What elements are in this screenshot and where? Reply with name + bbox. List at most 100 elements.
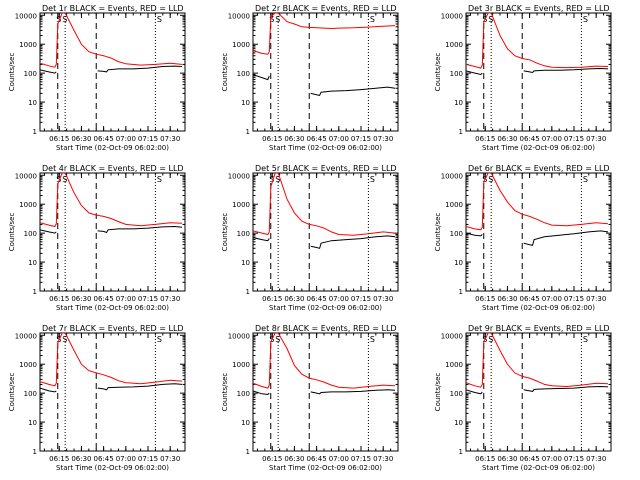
plot-frame — [39, 172, 186, 292]
series-line-lld — [466, 333, 609, 388]
plot-frame — [252, 12, 399, 132]
y-tick-label: 1000 — [232, 361, 250, 369]
annotation-label: S — [275, 335, 280, 344]
x-tick-label: 06:45 — [94, 455, 114, 463]
series-line-lld — [253, 333, 396, 389]
panel-title: Det 5r BLACK = Events, RED = LLD — [255, 164, 397, 173]
y-tick-label: 10000 — [441, 172, 463, 180]
y-axis-label: Counts/sec — [221, 213, 229, 252]
x-tick-label: 06:30 — [497, 455, 517, 463]
y-axis-label: Counts/sec — [434, 373, 442, 412]
y-tick-label: 1000 — [19, 361, 37, 369]
y-tick-label: 100 — [450, 390, 463, 398]
plot-frame — [252, 332, 399, 452]
plot-frame — [465, 332, 612, 452]
y-axis-label: Counts/sec — [434, 53, 442, 92]
detector-panel-9: Det 9r BLACK = Events, RED = LLD 1 10 100 10… — [434, 324, 612, 472]
y-tick-label: 10000 — [441, 332, 463, 340]
x-tick-label: 07:15 — [564, 135, 584, 143]
x-tick-label: 07:15 — [351, 295, 371, 303]
annotation-label: S — [583, 335, 588, 344]
x-tick-label: 06:45 — [94, 135, 114, 143]
x-tick-label: 06:15 — [262, 455, 282, 463]
x-tick-label: 06:30 — [284, 295, 304, 303]
annotation-label: S — [62, 335, 67, 344]
detector-panel-8: Det 8r BLACK = Events, RED = LLD 1 10 100 10… — [221, 324, 399, 472]
y-tick-label: 100 — [24, 70, 37, 78]
detector-panel-2: Det 2r BLACK = Events, RED = LLD 1 10 100 10… — [221, 4, 399, 152]
y-tick-label: 1000 — [232, 41, 250, 49]
plot-frame — [465, 172, 612, 292]
x-tick-label: 06:30 — [497, 295, 517, 303]
x-tick-label: 07:30 — [160, 455, 180, 463]
plot-frame — [252, 172, 399, 292]
detector-panel-3: Det 3r BLACK = Events, RED = LLD 1 10 100 10… — [434, 4, 612, 152]
y-tick-label: 100 — [237, 390, 250, 398]
panel-title: Det 1r BLACK = Events, RED = LLD — [42, 4, 184, 13]
x-tick-label: 07:00 — [116, 135, 136, 143]
annotation-label: S — [370, 15, 375, 24]
annotation-label: S — [269, 175, 274, 184]
x-tick-label: 07:00 — [116, 455, 136, 463]
y-tick-label: 10000 — [15, 332, 37, 340]
x-tick-label: 07:30 — [586, 295, 606, 303]
x-axis-label: Start Time (02-Oct-09 06:02:00) — [269, 464, 382, 472]
plot-frame — [39, 332, 186, 452]
series-line-events — [253, 74, 396, 96]
annotation-label: S — [56, 175, 61, 184]
y-axis-label: Counts/sec — [8, 373, 16, 412]
plot-frame — [39, 12, 186, 132]
x-axis-label: Start Time (02-Oct-09 06:02:00) — [482, 304, 595, 312]
x-tick-label: 06:30 — [284, 455, 304, 463]
x-tick-label: 07:30 — [373, 135, 393, 143]
x-tick-label: 07:00 — [116, 295, 136, 303]
y-tick-label: 10 — [28, 99, 37, 107]
y-tick-label: 10 — [454, 419, 463, 427]
x-tick-label: 06:15 — [49, 455, 69, 463]
annotation-label: S — [583, 175, 588, 184]
x-axis-label: Start Time (02-Oct-09 06:02:00) — [482, 464, 595, 472]
x-tick-label: 07:30 — [160, 135, 180, 143]
series-line-lld — [253, 173, 396, 236]
x-tick-label: 07:15 — [138, 455, 158, 463]
x-tick-label: 06:15 — [49, 135, 69, 143]
panel-title: Det 2r BLACK = Events, RED = LLD — [255, 4, 397, 13]
y-tick-label: 1 — [33, 448, 37, 456]
annotation-label: S — [583, 15, 588, 24]
y-axis-label: Counts/sec — [221, 373, 229, 412]
x-tick-label: 07:00 — [329, 455, 349, 463]
x-tick-label: 07:15 — [564, 295, 584, 303]
series-line-lld — [40, 333, 183, 387]
panel-title: Det 4r BLACK = Events, RED = LLD — [42, 164, 184, 173]
x-tick-label: 06:45 — [520, 295, 540, 303]
x-tick-label: 06:30 — [284, 135, 304, 143]
panel-title: Det 3r BLACK = Events, RED = LLD — [468, 4, 610, 13]
x-tick-label: 07:30 — [586, 135, 606, 143]
annotation-label: S — [370, 175, 375, 184]
y-tick-label: 1 — [246, 288, 250, 296]
x-tick-label: 07:30 — [373, 295, 393, 303]
x-tick-label: 06:45 — [307, 295, 327, 303]
y-tick-label: 10 — [454, 259, 463, 267]
annotation-label: S — [275, 15, 280, 24]
y-tick-label: 10000 — [228, 332, 250, 340]
y-tick-label: 10 — [241, 99, 250, 107]
x-tick-label: 06:15 — [475, 295, 495, 303]
annotation-label: S — [62, 15, 67, 24]
series-line-events — [253, 389, 396, 396]
x-tick-label: 07:30 — [373, 455, 393, 463]
x-axis-label: Start Time (02-Oct-09 06:02:00) — [269, 304, 382, 312]
y-axis-label: Counts/sec — [8, 53, 16, 92]
x-axis-label: Start Time (02-Oct-09 06:02:00) — [56, 144, 169, 152]
x-tick-label: 06:45 — [94, 295, 114, 303]
detector-panel-5: Det 5r BLACK = Events, RED = LLD 1 10 100 10… — [221, 164, 399, 312]
panel-title: Det 7r BLACK = Events, RED = LLD — [42, 324, 184, 333]
y-tick-label: 10000 — [228, 12, 250, 20]
annotation-label: S — [370, 335, 375, 344]
x-tick-label: 06:30 — [71, 295, 91, 303]
x-tick-label: 06:15 — [262, 295, 282, 303]
annotation-label: S — [488, 335, 493, 344]
y-axis-label: Counts/sec — [8, 213, 16, 252]
x-tick-label: 06:15 — [49, 295, 69, 303]
y-tick-label: 100 — [450, 70, 463, 78]
